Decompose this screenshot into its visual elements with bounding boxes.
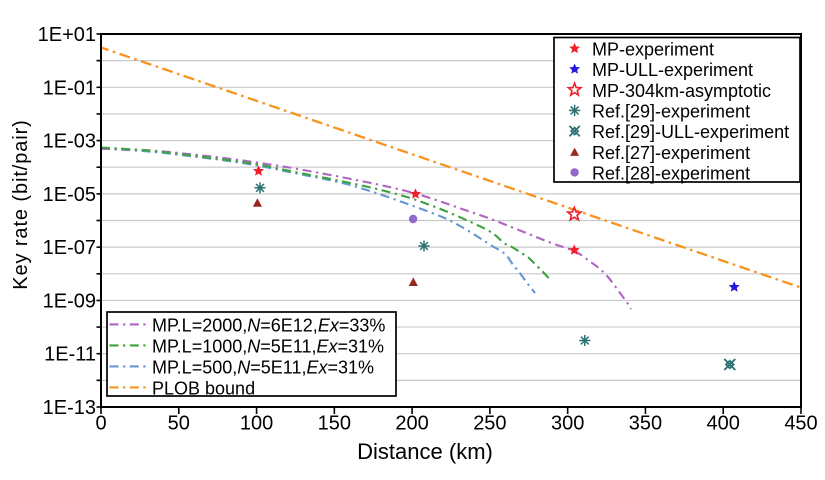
svg-text:MP.L=2000,N=6E12,Ex=33%: MP.L=2000,N=6E12,Ex=33% bbox=[152, 315, 385, 335]
svg-text:1E-01: 1E-01 bbox=[43, 77, 96, 99]
svg-text:250: 250 bbox=[473, 413, 506, 435]
svg-text:Key rate (bit/pair): Key rate (bit/pair) bbox=[10, 119, 32, 290]
svg-text:300: 300 bbox=[551, 413, 584, 435]
svg-text:Ref.[27]-experiment: Ref.[27]-experiment bbox=[592, 143, 750, 163]
svg-text:MP.L=500,N=5E11,Ex=31%: MP.L=500,N=5E11,Ex=31% bbox=[152, 357, 374, 377]
svg-text:MP-ULL-experiment: MP-ULL-experiment bbox=[592, 60, 753, 80]
svg-text:Distance (km): Distance (km) bbox=[357, 439, 493, 464]
svg-text:MP.L=1000,N=5E11,Ex=31%: MP.L=1000,N=5E11,Ex=31% bbox=[152, 336, 384, 356]
svg-text:Ref.[29]-ULL-experiment: Ref.[29]-ULL-experiment bbox=[592, 122, 789, 142]
svg-text:0: 0 bbox=[95, 413, 106, 435]
svg-text:400: 400 bbox=[707, 413, 740, 435]
svg-text:50: 50 bbox=[168, 413, 190, 435]
svg-text:100: 100 bbox=[240, 413, 273, 435]
svg-text:200: 200 bbox=[395, 413, 428, 435]
svg-text:1E-11: 1E-11 bbox=[44, 344, 96, 366]
svg-text:450: 450 bbox=[784, 413, 817, 435]
svg-text:1E-05: 1E-05 bbox=[43, 184, 96, 206]
svg-text:PLOB bound: PLOB bound bbox=[152, 378, 255, 398]
svg-text:MP-304km-asymptotic: MP-304km-asymptotic bbox=[592, 81, 771, 101]
svg-text:1E+01: 1E+01 bbox=[38, 24, 96, 46]
svg-text:1E-09: 1E-09 bbox=[43, 290, 96, 312]
svg-text:350: 350 bbox=[629, 413, 662, 435]
svg-text:1E-03: 1E-03 bbox=[43, 131, 96, 153]
svg-text:1E-07: 1E-07 bbox=[43, 237, 96, 259]
svg-text:Ref.[28]-experiment: Ref.[28]-experiment bbox=[592, 163, 750, 183]
svg-text:150: 150 bbox=[318, 413, 351, 435]
svg-text:Ref.[29]-experiment: Ref.[29]-experiment bbox=[592, 101, 750, 121]
svg-text:MP-experiment: MP-experiment bbox=[592, 40, 714, 60]
svg-text:1E-13: 1E-13 bbox=[43, 397, 96, 419]
